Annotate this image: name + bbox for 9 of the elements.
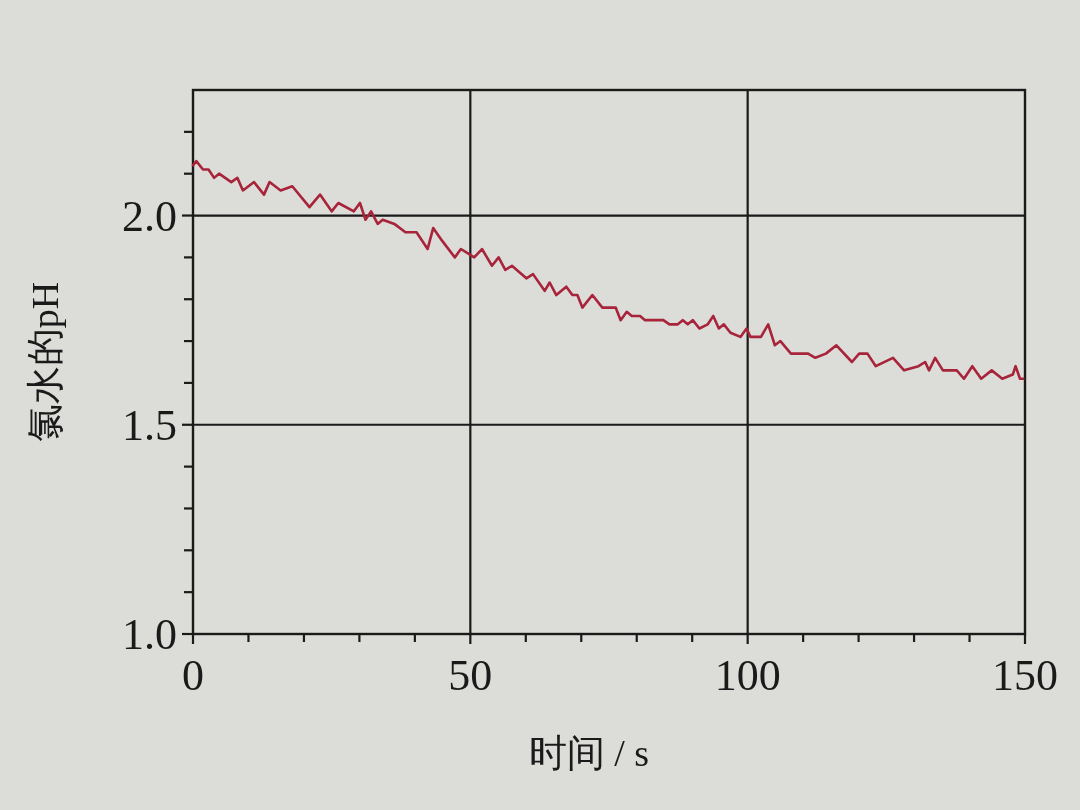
x-axis-title: 时间 / s: [528, 732, 650, 774]
x-tick-label: 150: [992, 651, 1058, 700]
x-tick-label: 100: [714, 651, 781, 700]
y-tick-label: 1.0: [122, 610, 177, 659]
x-tick-label: 0: [182, 651, 204, 700]
y-tick-label: 1.5: [122, 400, 177, 450]
y-tick-label: 2.0: [122, 191, 177, 241]
x-tick-label: 50: [448, 651, 493, 700]
y-axis-title: 氯水的pH: [24, 281, 66, 443]
